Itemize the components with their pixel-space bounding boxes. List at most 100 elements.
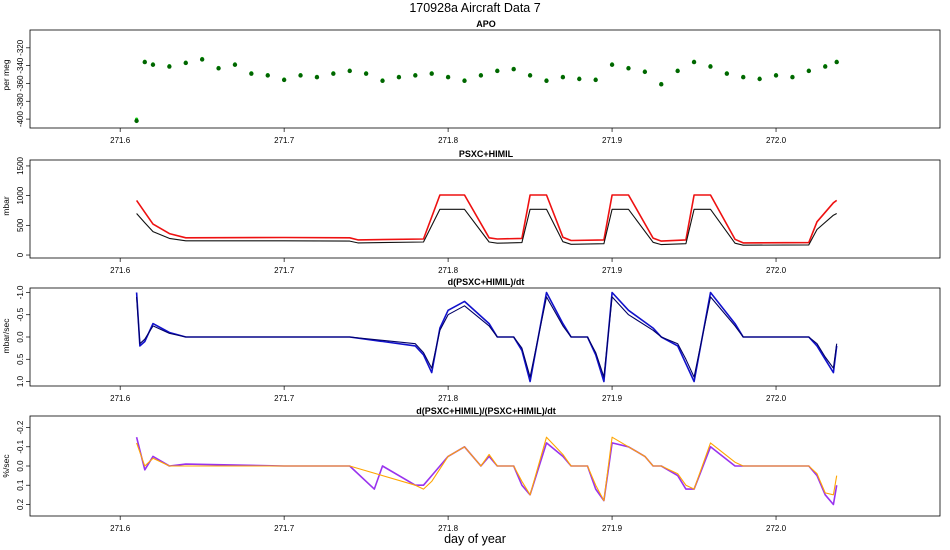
y-tick-label: -0.1 (16, 439, 25, 453)
y-tick-label: -1.0 (16, 285, 25, 299)
data-point (823, 64, 828, 69)
x-tick-label: 271.6 (110, 266, 131, 275)
panel-title: d(PSXC+HIMIL)/(PSXC+HIMIL)/dt (416, 406, 556, 416)
data-point (167, 64, 172, 69)
data-point (413, 73, 418, 78)
panel-psxc-himil: PSXC+HIMIL mbar 271.6 271.7 271.8 271.9 272.… (1, 149, 941, 275)
data-point (331, 71, 336, 76)
y-tick-label: 1000 (16, 186, 25, 204)
figure-title: 170928a Aircraft Data 7 (409, 1, 540, 15)
x-tick-label: 271.8 (438, 136, 459, 145)
data-point (527, 73, 533, 78)
series-line (135, 437, 838, 506)
data-point (380, 78, 385, 83)
x-tick-label: 271.9 (602, 136, 623, 145)
panel-title: d(PSXC+HIMIL)/dt (448, 277, 525, 287)
panel-dpdt: d(PSXC+HIMIL)/dt mbar/sec 271.6 271.7 271.… (1, 277, 941, 403)
y-tick-label: 0.0 (16, 331, 25, 343)
data-point (429, 71, 434, 76)
data-point (396, 75, 402, 80)
x-tick-label: 271.7 (274, 266, 295, 275)
data-point (134, 118, 139, 124)
x-tick-label: 271.7 (274, 136, 295, 145)
plot-frame (29, 159, 941, 259)
data-point (314, 75, 320, 80)
x-tick-label: 271.6 (110, 136, 131, 145)
x-tick-label: 272.0 (766, 266, 787, 275)
y-tick-label: -380 (16, 93, 25, 110)
data-point (659, 82, 664, 87)
x-axis-label: day of year (444, 532, 506, 546)
data-point (708, 64, 713, 69)
data-point (265, 73, 270, 78)
panel-relative-dpdt: d(PSXC+HIMIL)/(PSXC+HIMIL)/dt %/sec 271.… (1, 406, 941, 533)
y-tick-label: 0 (16, 252, 25, 257)
data-point (216, 66, 221, 71)
y-tick-label: 500 (16, 218, 25, 232)
data-point (724, 71, 730, 76)
x-tick-label: 272.0 (766, 394, 787, 403)
series-line (135, 194, 838, 244)
data-point (249, 71, 254, 76)
y-tick-label: -340 (16, 57, 25, 74)
data-point (232, 62, 238, 67)
data-point (478, 73, 484, 78)
data-point (757, 76, 762, 82)
y-tick-label: -400 (16, 111, 25, 128)
panel-title: PSXC+HIMIL (459, 149, 514, 159)
y-axis-label: per meg (1, 59, 11, 90)
y-tick-label: 1500 (16, 156, 25, 174)
x-tick-label: 271.8 (438, 266, 459, 275)
data-point (363, 71, 369, 76)
y-tick-label: 0.2 (16, 498, 25, 510)
x-tick-label: 271.9 (602, 394, 623, 403)
y-tick-label: -0.5 (16, 307, 25, 321)
data-point (790, 75, 795, 80)
data-point (773, 73, 779, 78)
data-point (298, 73, 303, 78)
data-point (609, 62, 615, 67)
y-tick-label: 1.0 (16, 375, 25, 387)
x-tick-label: 271.6 (110, 394, 131, 403)
data-point (544, 78, 549, 83)
x-tick-label: 271.9 (602, 266, 623, 275)
data-point (741, 75, 746, 80)
data-point (462, 78, 467, 83)
data-point (675, 68, 680, 74)
data-point (691, 59, 697, 65)
data-point (495, 68, 500, 74)
series-line (136, 296, 838, 378)
data-point (626, 66, 631, 71)
panel-title: APO (476, 19, 496, 29)
y-tick-label: 0.1 (16, 479, 25, 491)
data-point (577, 76, 582, 82)
series-line (136, 436, 838, 502)
data-point (642, 69, 648, 75)
data-point (183, 60, 188, 66)
y-axis-label: mbar/sec (1, 318, 11, 354)
data-point (593, 77, 598, 83)
x-tick-label: 271.6 (110, 524, 131, 533)
x-tick-label: 272.0 (766, 136, 787, 145)
y-tick-label: -360 (16, 75, 25, 92)
series-line (136, 208, 837, 246)
data-point (142, 59, 147, 65)
panel-apo: APO per meg 271.6 271.7 271.8 271.9 272.0 -40… (1, 19, 941, 145)
x-tick-label: 271.7 (274, 524, 295, 533)
y-tick-label: 0.5 (16, 353, 25, 365)
data-point (834, 59, 839, 65)
y-tick-label: -0.2 (16, 420, 25, 434)
y-axis-label: mbar (1, 196, 11, 216)
plot-frame (29, 29, 941, 129)
y-tick-label: -320 (16, 39, 25, 56)
x-tick-label: 271.7 (274, 394, 295, 403)
data-point (347, 68, 352, 74)
data-point (560, 75, 566, 80)
data-point (281, 77, 287, 83)
x-tick-label: 271.8 (438, 394, 459, 403)
data-point (511, 67, 516, 72)
y-tick-label: 0.0 (16, 460, 25, 472)
y-axis-label: %/sec (1, 454, 11, 478)
data-point (806, 68, 812, 74)
